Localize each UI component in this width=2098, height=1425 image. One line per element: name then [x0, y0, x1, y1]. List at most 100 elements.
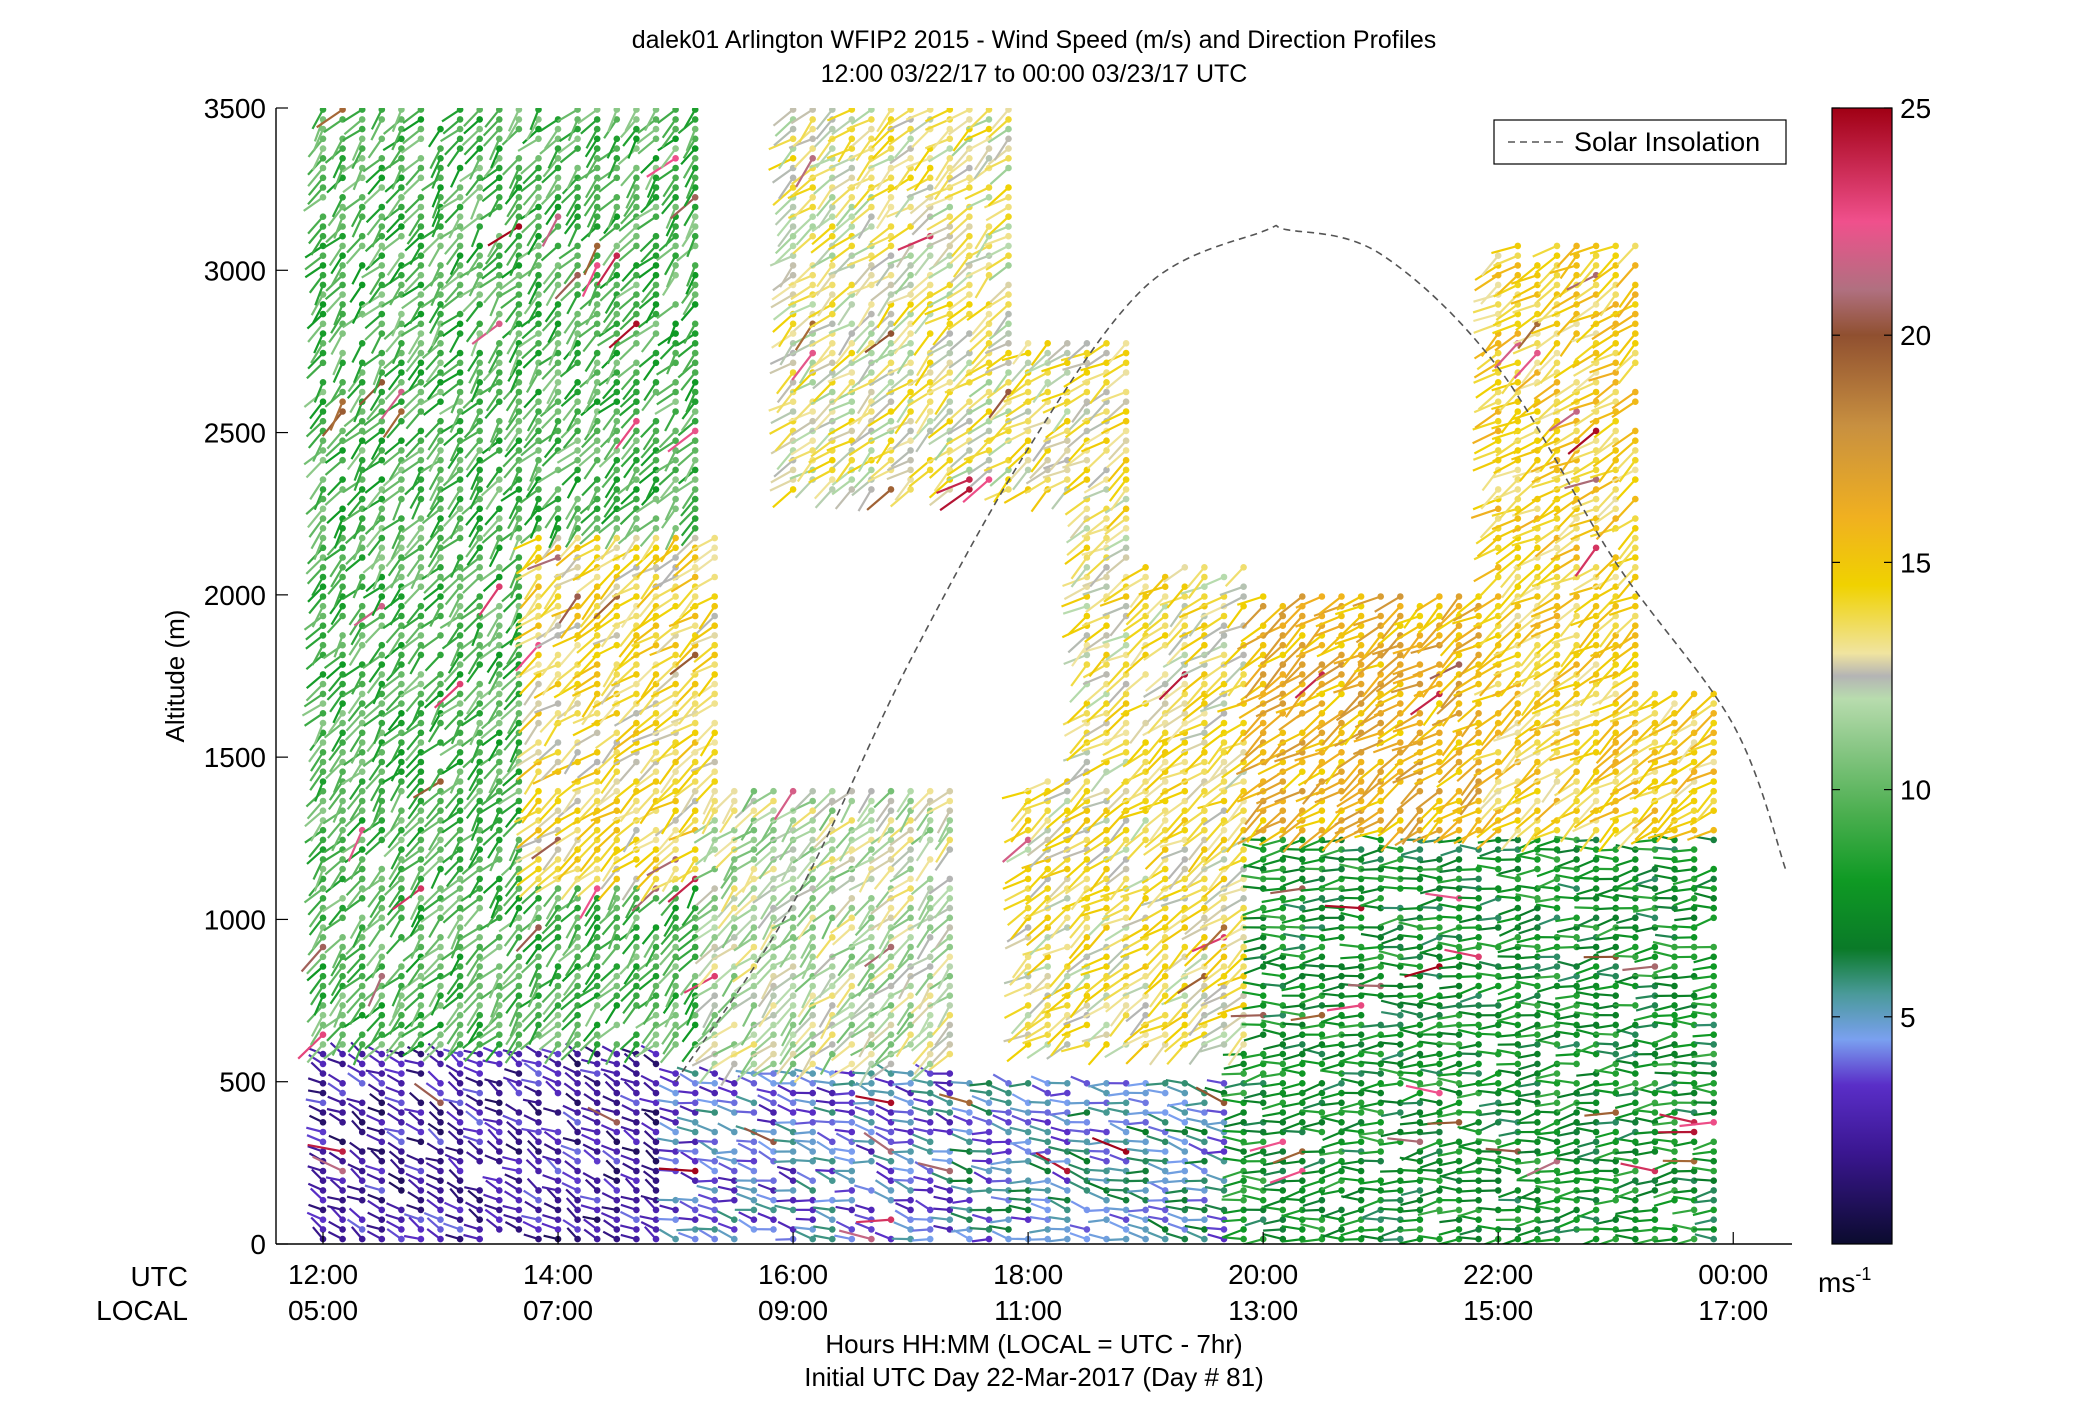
wind-barb-stick — [328, 780, 344, 801]
wind-barb-stick — [425, 800, 442, 820]
wind-barb-dot — [319, 768, 327, 775]
wind-barb-stick — [303, 692, 324, 708]
wind-barb-dot — [593, 904, 601, 912]
wind-barb-dot — [672, 593, 679, 600]
wind-barb-dot — [417, 739, 425, 746]
wind-barb-dot — [593, 145, 601, 152]
wind-barb-dot — [574, 641, 581, 649]
wind-barb-stick — [316, 108, 344, 129]
wind-barb-dot — [535, 739, 542, 746]
wind-barb-dot — [711, 622, 718, 629]
wind-barb-dot — [339, 1089, 346, 1097]
wind-barb-dot — [633, 164, 640, 172]
wind-barb-dot — [574, 252, 581, 259]
wind-barb-dot — [672, 1119, 679, 1126]
wind-barb-stick — [341, 157, 363, 173]
wind-barb-stick — [332, 800, 344, 823]
wind-barb-dot — [593, 476, 601, 483]
wind-barb-dot — [378, 1216, 386, 1223]
wind-barb-stick — [344, 420, 363, 437]
wind-barb-stick — [368, 761, 383, 781]
wind-barb-dot — [378, 719, 386, 727]
wind-barb-dot — [319, 379, 327, 386]
wind-barb-dot — [633, 1099, 640, 1107]
wind-barb-dot — [554, 437, 562, 445]
wind-barb-stick — [323, 235, 344, 249]
wind-barb-dot — [319, 417, 327, 425]
wind-barb-dot — [613, 108, 621, 113]
wind-barb-dot — [378, 427, 386, 435]
wind-barb-dot — [496, 466, 503, 474]
wind-barb-dot — [496, 1177, 503, 1184]
wind-barb-dot — [358, 232, 366, 240]
wind-barb-stick — [351, 264, 364, 285]
wind-barb-dot — [378, 787, 386, 795]
wind-barb-stick — [404, 839, 422, 858]
wind-barb-stick — [447, 459, 462, 482]
wind-barb-dot — [378, 573, 386, 581]
wind-barb-dot — [535, 1060, 542, 1068]
wind-barb-dot — [711, 992, 718, 999]
wind-barb-dot — [593, 1226, 601, 1233]
wind-barb-stick — [401, 722, 422, 737]
wind-barb-dot — [456, 641, 464, 649]
wind-barb-dot — [613, 476, 621, 483]
wind-barb-stick — [431, 187, 442, 208]
wind-barb-stick — [323, 722, 344, 739]
wind-barb-dot — [672, 1070, 679, 1077]
wind-barb-dot — [574, 1070, 581, 1077]
wind-barb-dot — [750, 943, 758, 951]
wind-barb-stick — [384, 225, 403, 242]
wind-barb-dot — [358, 680, 366, 688]
wind-barb-dot — [398, 1002, 405, 1009]
wind-barb-dot — [496, 1080, 503, 1087]
wind-barb-dot — [652, 544, 660, 552]
wind-barb-dot — [496, 700, 503, 707]
wind-barb-stick — [385, 907, 403, 927]
wind-barb-stick — [447, 605, 462, 628]
wind-barb-dot — [339, 661, 346, 668]
wind-barb-dot — [593, 1187, 601, 1194]
wind-barb-dot — [515, 1196, 523, 1204]
wind-barb-dot — [593, 1080, 601, 1087]
wind-barb-dot — [358, 155, 366, 162]
wind-barb-stick — [323, 1043, 344, 1060]
wind-barb-dot — [554, 505, 562, 513]
wind-barb-stick — [424, 595, 442, 612]
wind-barb-dot — [398, 651, 405, 659]
wind-barb-dot — [496, 1050, 503, 1058]
wind-barb-dot — [633, 544, 640, 552]
wind-barb-dot — [554, 1216, 562, 1223]
wind-barb-dot — [613, 963, 621, 970]
wind-barb-dot — [378, 359, 386, 367]
wind-barb-dot — [358, 1041, 366, 1048]
wind-barb-dot — [456, 447, 464, 454]
wind-barb-dot — [672, 456, 679, 464]
wind-barb-dot — [535, 856, 542, 863]
wind-barb-dot — [496, 622, 503, 629]
wind-barb-dot — [319, 108, 327, 113]
wind-barb-dot — [319, 1119, 327, 1126]
wind-barb-stick — [307, 508, 324, 529]
wind-barb-dot — [652, 573, 660, 581]
wind-barb-dot — [319, 213, 327, 220]
wind-barb-dot — [711, 904, 718, 912]
wind-barb-dot — [633, 203, 640, 211]
wind-barb-stick — [363, 985, 383, 1002]
wind-barb-stick — [406, 1034, 422, 1055]
wind-barb-dot — [319, 632, 327, 639]
wind-barb-dot — [417, 992, 425, 999]
wind-barb-dot — [809, 924, 816, 931]
wind-barb-dot — [770, 826, 777, 834]
wind-barb-stick — [344, 556, 363, 572]
wind-barb-dot — [476, 885, 484, 892]
wind-barb-dot — [378, 758, 386, 766]
wind-barb-dot — [339, 953, 346, 961]
wind-barb-dot — [378, 1157, 386, 1165]
wind-barb-dot — [496, 476, 503, 483]
wind-barb-dot — [691, 340, 699, 347]
wind-barb-dot — [750, 1109, 758, 1116]
wind-barb-dot — [417, 1206, 425, 1214]
wind-barb-stick — [366, 216, 383, 236]
